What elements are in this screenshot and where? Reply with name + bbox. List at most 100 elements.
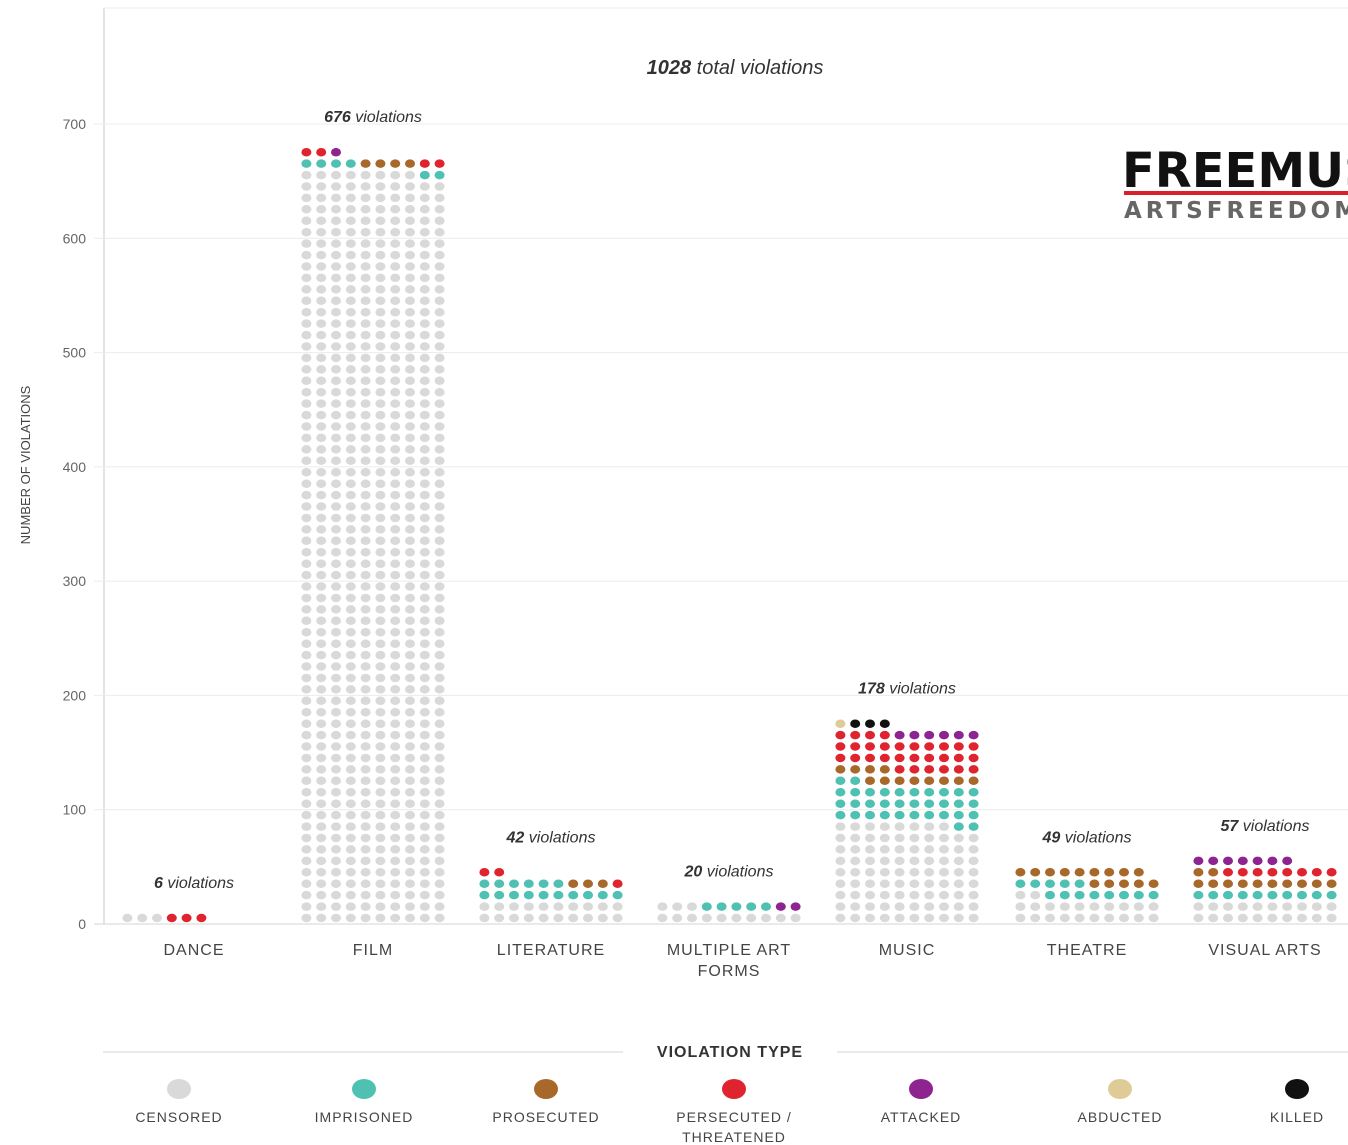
dot-censored xyxy=(301,788,312,797)
y-tick-label: 0 xyxy=(78,916,86,932)
logo-main-text: FREEMUSE xyxy=(1122,143,1348,199)
dot-censored xyxy=(1059,913,1070,923)
legend-label: CENSORED xyxy=(135,1109,222,1125)
dot-censored xyxy=(360,285,371,294)
dot-censored xyxy=(687,902,697,911)
dot-censored xyxy=(553,913,564,923)
dot-censored xyxy=(553,902,564,911)
dot-censored xyxy=(331,730,341,740)
dot-censored xyxy=(405,296,415,306)
dot-imprisoned xyxy=(1223,890,1233,900)
title-text: total violations xyxy=(697,57,824,79)
dot-censored xyxy=(331,193,341,203)
dot-censored xyxy=(301,799,312,808)
dot-imprisoned xyxy=(1045,890,1055,900)
dot-censored xyxy=(434,342,445,351)
dot-censored xyxy=(360,342,371,351)
dot-censored xyxy=(316,342,327,351)
dot-censored xyxy=(375,182,386,191)
bar-total-suffix: violations xyxy=(1060,829,1131,846)
dot-censored xyxy=(301,250,312,260)
dot-censored xyxy=(390,490,401,500)
dot-censored xyxy=(345,593,356,603)
dot-censored xyxy=(405,570,415,580)
dot-censored xyxy=(360,559,371,568)
dot-censored xyxy=(434,216,445,226)
dot-censored xyxy=(405,708,415,717)
dot-censored xyxy=(360,868,371,877)
dot-censored xyxy=(316,868,327,877)
dot-censored xyxy=(345,890,356,900)
dot-censored xyxy=(331,285,341,294)
dot-censored xyxy=(360,673,371,683)
dot-censored xyxy=(316,616,327,626)
dot-censored xyxy=(924,833,935,843)
dot-censored xyxy=(405,399,415,408)
dot-censored xyxy=(434,433,445,443)
dot-censored xyxy=(1074,902,1085,911)
dot-censored xyxy=(301,307,312,317)
dot-prosecuted xyxy=(1193,879,1204,888)
dot-imprisoned xyxy=(953,822,964,831)
x-axis-categories: DANCE FILM LITERATURE MULTIPLE ART FORMS MUSI… xyxy=(163,942,1320,980)
dot-censored xyxy=(331,319,341,328)
dot-censored xyxy=(331,513,341,523)
bar-total-suffix: violations xyxy=(524,829,595,846)
dot-persecuted xyxy=(939,742,949,751)
dot-censored xyxy=(301,868,312,877)
bar-total: 178 xyxy=(858,681,885,698)
dot-censored xyxy=(434,856,445,866)
dot-censored xyxy=(331,467,341,477)
dot-censored xyxy=(331,685,341,694)
dot-censored xyxy=(301,376,312,386)
dot-censored xyxy=(360,822,371,831)
dot-censored xyxy=(909,868,920,877)
dot-censored xyxy=(345,490,356,500)
dot-censored xyxy=(375,216,386,226)
dot-censored xyxy=(434,753,445,763)
dot-censored xyxy=(301,913,312,923)
dot-attacked xyxy=(953,730,964,740)
dot-censored xyxy=(405,410,415,420)
dot-censored xyxy=(390,170,401,180)
dot-persecuted xyxy=(301,147,312,157)
dot-censored xyxy=(375,227,386,237)
dot-imprisoned xyxy=(716,902,727,911)
dot-censored xyxy=(316,525,327,534)
title-number: 1028 xyxy=(647,57,692,79)
dot-censored xyxy=(345,547,356,557)
dot-censored xyxy=(301,822,312,831)
dot-persecuted xyxy=(1237,868,1248,877)
dot-censored xyxy=(331,399,341,408)
dot-censored xyxy=(419,193,430,203)
y-tick-label: 100 xyxy=(63,802,87,818)
dot-imprisoned xyxy=(553,879,564,888)
bar-total: 42 xyxy=(506,829,525,846)
dot-abducted xyxy=(835,719,846,728)
dot-censored xyxy=(316,536,327,546)
dot-censored xyxy=(331,387,341,397)
dot-censored xyxy=(331,639,341,648)
dot-prosecuted xyxy=(1267,879,1278,888)
dot-censored xyxy=(390,742,401,751)
dot-censored xyxy=(301,902,312,911)
dot-censored xyxy=(924,868,935,877)
dot-censored xyxy=(1311,913,1322,923)
dot-censored xyxy=(390,822,401,831)
dot-censored xyxy=(331,456,341,466)
dot-imprisoned xyxy=(850,799,861,808)
dot-censored xyxy=(419,365,430,374)
dot-censored xyxy=(434,410,445,420)
dot-censored xyxy=(434,250,445,260)
dot-censored xyxy=(509,913,519,923)
dot-censored xyxy=(405,593,415,603)
dot-censored xyxy=(360,422,371,431)
logo-red-rule xyxy=(1124,191,1348,195)
dot-censored xyxy=(316,559,327,568)
dot-censored xyxy=(375,365,386,374)
dot-censored xyxy=(850,879,861,888)
dot-censored xyxy=(390,890,401,900)
dot-censored xyxy=(405,662,415,671)
dot-persecuted xyxy=(1267,868,1278,877)
dot-imprisoned xyxy=(835,788,846,797)
